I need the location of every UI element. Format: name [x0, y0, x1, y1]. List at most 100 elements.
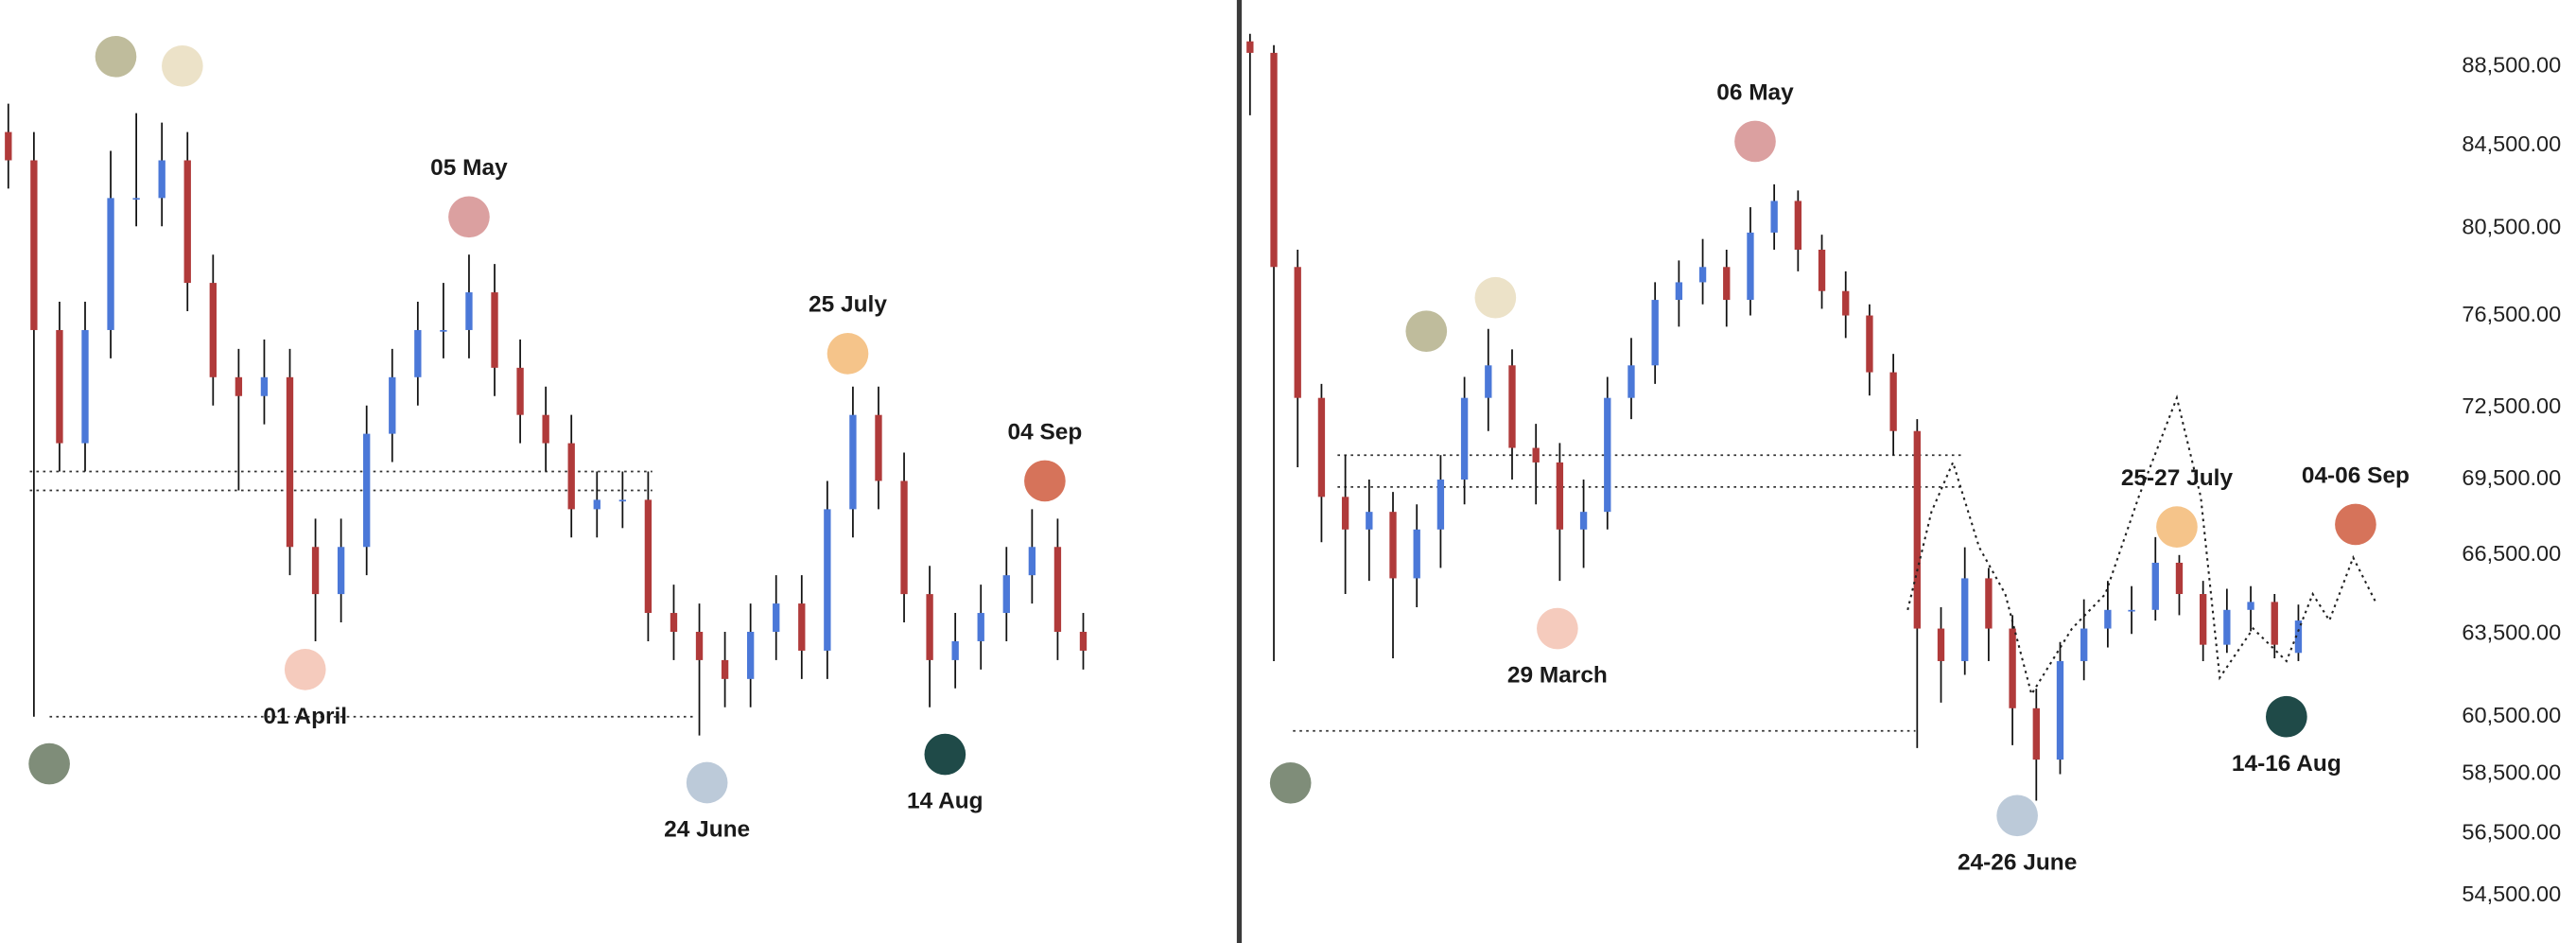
candle-body [132, 198, 140, 201]
panel-divider [1236, 0, 1243, 943]
candle-body [2009, 628, 2016, 708]
event-label: 25-27 July [2121, 465, 2234, 491]
candle-body [158, 160, 165, 199]
candle-body [1937, 628, 1945, 661]
candle-body [1366, 512, 1373, 530]
candle-body [260, 376, 269, 396]
candle-body [849, 414, 857, 510]
y-tick-label: 72,500.00 [2462, 393, 2561, 418]
event-marker [95, 35, 137, 78]
candle-body [56, 329, 63, 444]
candle-body [926, 594, 933, 660]
y-tick-label: 60,500.00 [2462, 703, 2561, 727]
event-label: 29 March [1507, 663, 1608, 689]
y-tick-label: 84,500.00 [2462, 131, 2561, 156]
candle-body [5, 131, 12, 161]
y-tick-label: 54,500.00 [2462, 882, 2561, 906]
candle-body [1747, 232, 1754, 301]
candle-body [1818, 249, 1826, 291]
candle-body [2128, 609, 2135, 612]
event-marker [2156, 506, 2198, 548]
candle-body [337, 547, 345, 595]
event-label: 25 July [809, 292, 887, 318]
event-marker [827, 333, 869, 375]
projection-line [1906, 394, 2378, 697]
candle-body [746, 631, 755, 679]
event-marker [1734, 120, 1776, 163]
candle-body [491, 292, 498, 368]
candle-body [1317, 397, 1326, 498]
candle-body [1961, 578, 1969, 661]
candle-body [107, 198, 114, 330]
candle-body [1246, 41, 1254, 53]
candle-body [1651, 300, 1659, 366]
candle-body [1270, 52, 1278, 268]
candle-body [824, 509, 831, 651]
candle-body [1579, 512, 1588, 530]
candle-body [1604, 397, 1611, 513]
candle-body [209, 283, 217, 377]
candle-body [567, 443, 575, 510]
event-label: 24-26 June [1958, 849, 2077, 875]
candle-body [1842, 290, 1850, 316]
candle-body [1985, 578, 1993, 629]
y-tick-label: 69,500.00 [2462, 465, 2561, 490]
candle-body [1770, 201, 1778, 233]
candle-body [1413, 529, 1420, 579]
candle-body [695, 631, 704, 660]
candle-body [721, 659, 729, 679]
event-marker [1269, 761, 1312, 804]
candle-body [1508, 365, 1516, 448]
y-tick-label: 56,500.00 [2462, 820, 2561, 845]
candle-body [1079, 631, 1088, 651]
event-marker [1537, 607, 1578, 650]
candle-body [286, 376, 294, 548]
candle-body [1460, 397, 1469, 480]
candle-body [2032, 707, 2040, 760]
candle-body [2056, 660, 2064, 760]
candle-body [1556, 462, 1564, 530]
candle-body [798, 603, 806, 651]
candle-body [773, 603, 780, 632]
candle-body [414, 329, 422, 377]
candle-body [1532, 447, 1540, 463]
event-marker [1024, 460, 1066, 502]
event-marker [1996, 795, 2038, 837]
candle-body [2175, 562, 2184, 595]
candle-body [1675, 282, 1683, 301]
candle-body [900, 480, 908, 595]
event-marker [924, 733, 966, 776]
y-tick-label: 66,500.00 [2462, 541, 2561, 566]
event-label: 14 Aug [907, 789, 983, 814]
event-marker [1405, 310, 1448, 352]
candle-body [977, 613, 984, 641]
y-tick-label: 88,500.00 [2462, 52, 2561, 77]
event-marker [2266, 695, 2307, 738]
candle-body [183, 160, 191, 284]
event-label: 04-06 Sep [2302, 463, 2410, 488]
candle-body [465, 292, 473, 330]
candle-body [2271, 602, 2278, 645]
candle-body [311, 547, 320, 595]
candle-body [670, 613, 678, 632]
event-marker [162, 44, 203, 87]
candle-body [363, 433, 371, 548]
candle-body [2104, 609, 2112, 629]
y-tick-label: 80,500.00 [2462, 215, 2561, 239]
event-label: 05 May [430, 155, 508, 181]
candle-body [1866, 315, 1873, 373]
candle-body [1436, 480, 1445, 530]
event-marker [2335, 503, 2376, 546]
candle-body [1053, 547, 1062, 632]
candle-body [1913, 430, 1921, 629]
candle-body [1294, 267, 1301, 398]
candle-body [1485, 365, 1492, 398]
candle-body [875, 414, 882, 481]
candle-body [440, 329, 447, 332]
candle-body [81, 329, 89, 444]
candle-body [1389, 512, 1397, 579]
event-marker [686, 761, 728, 804]
candle-body [1028, 547, 1036, 576]
